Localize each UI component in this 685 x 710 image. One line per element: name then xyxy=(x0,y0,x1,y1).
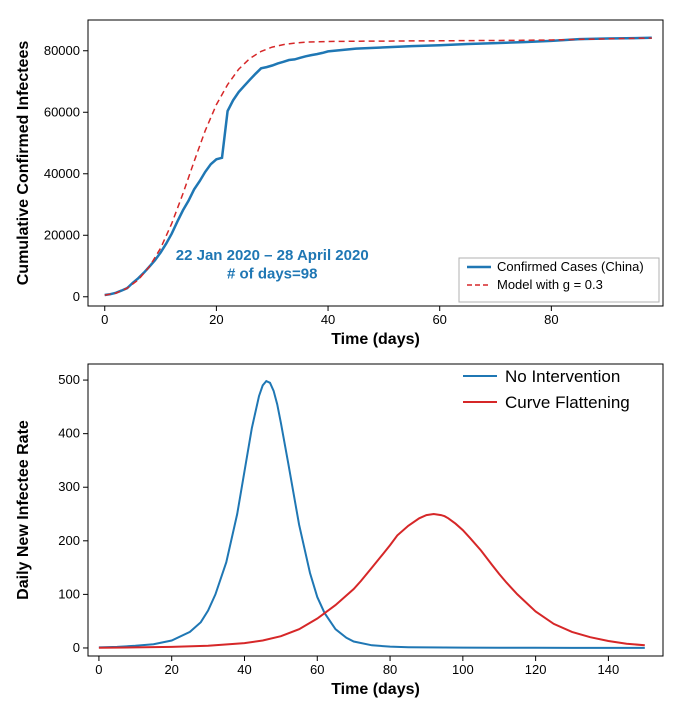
y-tick-label: 0 xyxy=(73,289,80,304)
x-tick-label: 20 xyxy=(164,662,178,677)
y-tick-label: 40000 xyxy=(44,166,80,181)
legend-label: Curve Flattening xyxy=(505,393,630,412)
y-tick-label: 80000 xyxy=(44,43,80,58)
x-tick-label: 80 xyxy=(383,662,397,677)
y-tick-label: 60000 xyxy=(44,104,80,119)
date-range-annotation: 22 Jan 2020 – 28 April 2020 xyxy=(176,247,369,264)
x-tick-label: 0 xyxy=(95,662,102,677)
x-axis-label: Time (days) xyxy=(331,681,420,698)
y-tick-label: 100 xyxy=(58,586,80,601)
days-count-annotation: # of days=98 xyxy=(227,265,317,282)
y-tick-label: 20000 xyxy=(44,227,80,242)
legend-label: Model with g = 0.3 xyxy=(497,277,603,292)
cumulative-chart: 0 20 40 60 80 0 20000 40000 60000 80000 Time (days… xyxy=(10,10,675,350)
x-tick-label: 80 xyxy=(544,312,558,327)
y-tick-label: 200 xyxy=(58,533,80,548)
x-tick-label: 40 xyxy=(321,312,335,327)
y-tick-label: 0 xyxy=(73,640,80,655)
y-tick-label: 400 xyxy=(58,426,80,441)
x-tick-label: 100 xyxy=(452,662,474,677)
y-axis-label: Daily New Infectee Rate xyxy=(15,420,32,600)
x-axis-label: Time (days) xyxy=(331,331,420,348)
x-tick-label: 120 xyxy=(525,662,547,677)
legend-label: No Intervention xyxy=(505,367,620,386)
daily-rate-chart: 0 20 40 60 80 100 120 140 0 100 200 300 400 500 Time (… xyxy=(10,350,675,700)
x-tick-label: 20 xyxy=(209,312,223,327)
y-axis-label: Cumulative Confirmed Infectees xyxy=(15,41,32,286)
legend-label: Confirmed Cases (China) xyxy=(497,259,644,274)
y-tick-label: 300 xyxy=(58,479,80,494)
x-tick-label: 60 xyxy=(310,662,324,677)
x-tick-label: 60 xyxy=(432,312,446,327)
y-tick-label: 500 xyxy=(58,372,80,387)
x-tick-label: 40 xyxy=(237,662,251,677)
x-tick-label: 140 xyxy=(598,662,620,677)
x-tick-label: 0 xyxy=(101,312,108,327)
